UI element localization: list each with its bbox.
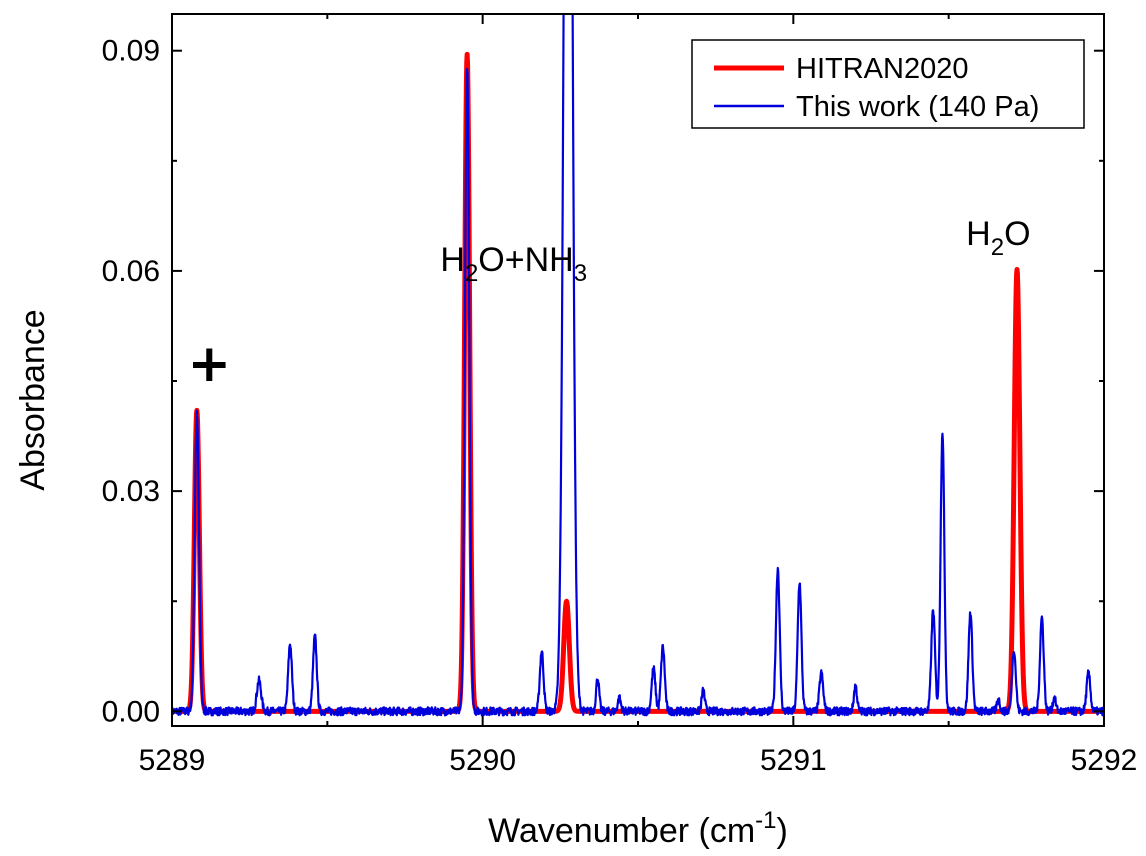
x-axis-title: Wavenumber (cm-1)	[488, 807, 788, 850]
legend: HITRAN2020 This work (140 Pa)	[691, 39, 1085, 129]
ann2-rest: O	[1004, 215, 1030, 253]
series-line-this-work	[172, 14, 1104, 717]
ann1-h: H	[440, 241, 465, 279]
ann1-sub2: 3	[574, 260, 587, 287]
ticks-layer: 5289 5290 5291 5292 0.00 0.03 0.06 0.09	[102, 14, 1138, 777]
ann2-sub: 2	[991, 234, 1004, 261]
x-tick-label: 5292	[1071, 744, 1138, 777]
y-tick-label: 0.09	[102, 35, 160, 68]
annotation-h2o-nh3: H2O+NH3	[440, 241, 587, 287]
annotation-h2o: H2O	[966, 215, 1030, 261]
x-tick-label: 5289	[139, 744, 206, 777]
y-axis-title: Absorbance	[14, 309, 52, 490]
ann2-h: H	[966, 215, 991, 253]
series-line-hitran2020	[172, 51, 1104, 714]
x-axis-title-end: )	[777, 812, 788, 850]
ann1-sub: 2	[465, 260, 478, 287]
y-tick-label: 0.03	[102, 475, 160, 508]
x-axis-title-main: Wavenumber (cm	[488, 812, 755, 850]
ann1-rest: O+NH	[478, 241, 573, 279]
legend-label-hitran: HITRAN2020	[796, 53, 968, 85]
y-tick-label: 0.00	[102, 695, 160, 728]
series-layer	[172, 14, 1104, 717]
legend-label-this-work: This work (140 Pa)	[796, 91, 1039, 123]
legend-box	[691, 39, 1085, 129]
y-tick-label: 0.06	[102, 255, 160, 288]
x-axis-title-sup: -1	[755, 807, 776, 834]
x-tick-label: 5290	[449, 744, 516, 777]
annotation-plus: +	[187, 334, 231, 394]
x-tick-label: 5291	[760, 744, 827, 777]
